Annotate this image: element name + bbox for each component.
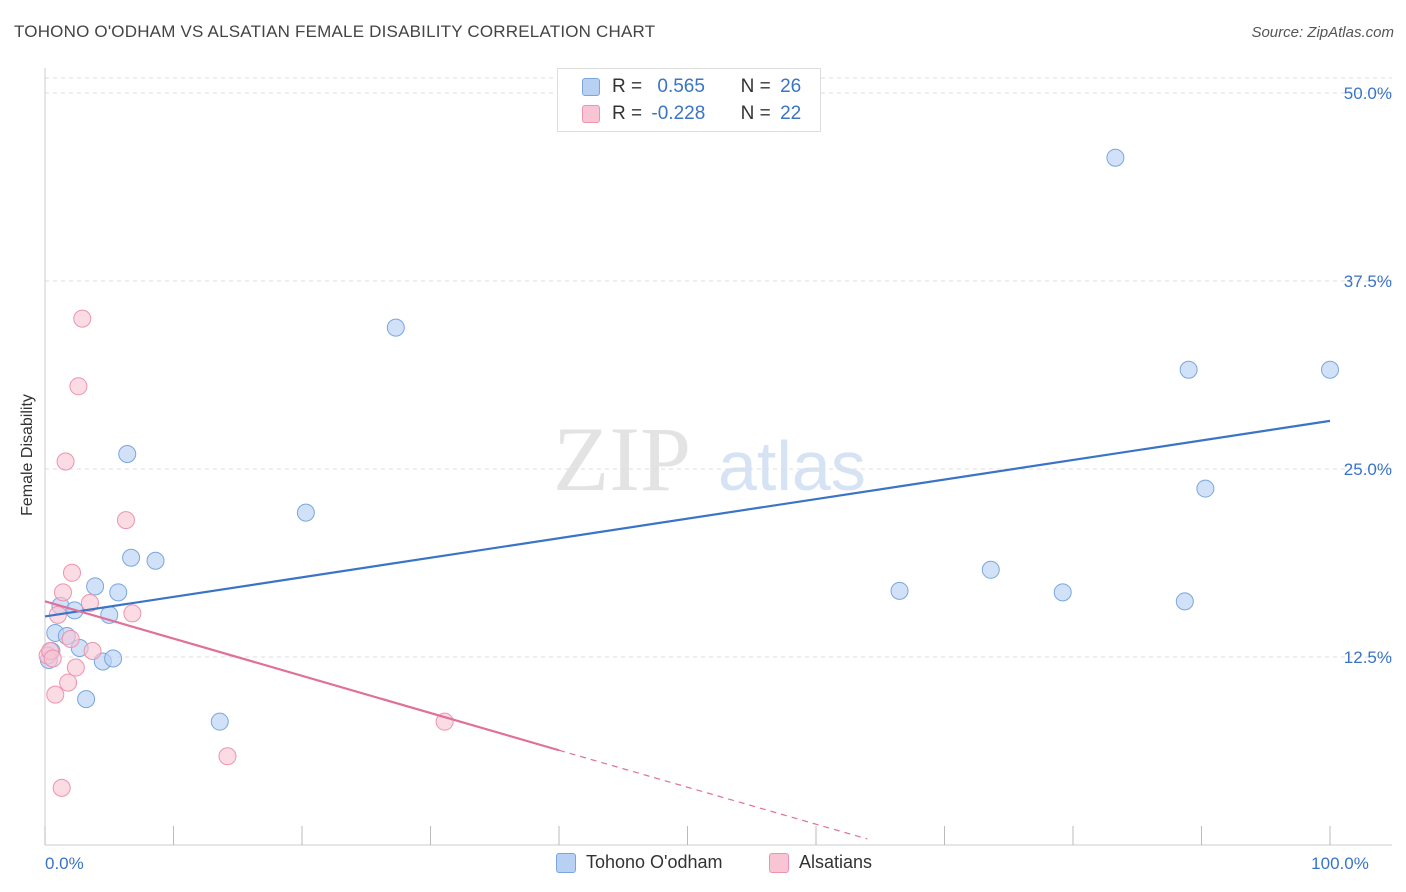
data-point-tohono xyxy=(77,690,96,709)
data-point-alsatians xyxy=(62,563,81,582)
data-point-alsatians xyxy=(56,452,75,471)
series-legend-item-tohono: Tohono O'odham xyxy=(556,852,723,874)
data-point-alsatians xyxy=(73,309,92,328)
series-legend-label-alsatians: Alsatians xyxy=(799,852,873,872)
data-point-tohono xyxy=(1321,360,1339,379)
trendline-alsatians xyxy=(44,600,560,752)
source-label: Source: ZipAtlas.com xyxy=(1251,24,1394,41)
legend-r-value-tohono: 0.565 xyxy=(657,76,705,97)
y-tick-label: 37.5% xyxy=(1344,272,1392,291)
data-point-tohono xyxy=(1106,148,1125,167)
legend-row-alsatians: R = -0.228 N = 22 xyxy=(582,102,801,126)
data-point-alsatians xyxy=(116,511,135,530)
data-point-tohono xyxy=(981,560,1000,579)
series-legend-swatch-alsatians xyxy=(769,853,789,874)
data-point-alsatians xyxy=(43,649,62,668)
legend-n-value-tohono: 26 xyxy=(780,76,802,97)
data-point-tohono xyxy=(1053,583,1072,602)
data-point-tohono xyxy=(890,581,909,600)
data-point-tohono xyxy=(210,712,229,731)
data-point-tohono xyxy=(109,583,128,602)
legend-swatch-tohono xyxy=(582,77,600,96)
data-point-tohono xyxy=(104,649,123,668)
y-tick-label: 12.5% xyxy=(1344,648,1392,667)
x-tick-label: 0.0% xyxy=(45,854,84,873)
legend-r-label: R = xyxy=(612,76,643,97)
y-tick-label: 25.0% xyxy=(1344,460,1392,479)
data-point-alsatians xyxy=(53,583,72,602)
legend-r-label: R = xyxy=(612,103,643,124)
data-point-tohono xyxy=(122,548,141,567)
chart-title: TOHONO O'ODHAM VS ALSATIAN FEMALE DISABI… xyxy=(14,22,656,41)
data-point-alsatians xyxy=(123,604,142,623)
data-point-tohono xyxy=(146,551,165,570)
watermark-atlas: atlas xyxy=(718,427,866,505)
legend-n-label: N = xyxy=(740,76,771,97)
data-point-alsatians xyxy=(80,593,99,612)
data-point-tohono xyxy=(86,577,105,596)
trendline-alsatians-extrapolated xyxy=(558,749,868,840)
data-point-alsatians xyxy=(61,629,80,648)
data-point-tohono xyxy=(1179,360,1198,379)
series-legend-swatch-tohono xyxy=(556,853,576,874)
data-point-tohono xyxy=(386,318,405,337)
data-point-tohono xyxy=(118,444,137,463)
series-legend-label-tohono: Tohono O'odham xyxy=(586,852,723,872)
legend-row-tohono: R = 0.565 N = 26 xyxy=(582,75,801,99)
data-point-tohono xyxy=(296,503,315,522)
data-point-alsatians xyxy=(218,747,237,766)
data-point-alsatians xyxy=(83,641,102,660)
data-point-alsatians xyxy=(66,658,85,677)
data-point-tohono xyxy=(1196,479,1215,498)
legend-n-value-alsatians: 22 xyxy=(780,103,802,124)
data-point-alsatians xyxy=(69,377,88,396)
legend-n-label: N = xyxy=(740,103,771,124)
data-point-alsatians xyxy=(59,673,78,692)
series-legend-item-alsatians: Alsatians xyxy=(769,852,873,874)
correlation-legend: R = 0.565 N = 26 R = -0.228 N = 22 xyxy=(557,68,821,132)
legend-swatch-alsatians xyxy=(582,104,600,123)
x-tick-label: 100.0% xyxy=(1311,854,1369,873)
watermark-zip: ZIP xyxy=(553,408,691,510)
legend-r-value-alsatians: -0.228 xyxy=(651,103,706,124)
data-point-tohono xyxy=(1175,592,1194,611)
y-tick-label: 50.0% xyxy=(1344,84,1392,103)
data-point-alsatians xyxy=(46,685,65,704)
data-point-alsatians xyxy=(52,778,71,797)
trendline-tohono xyxy=(44,419,1331,618)
